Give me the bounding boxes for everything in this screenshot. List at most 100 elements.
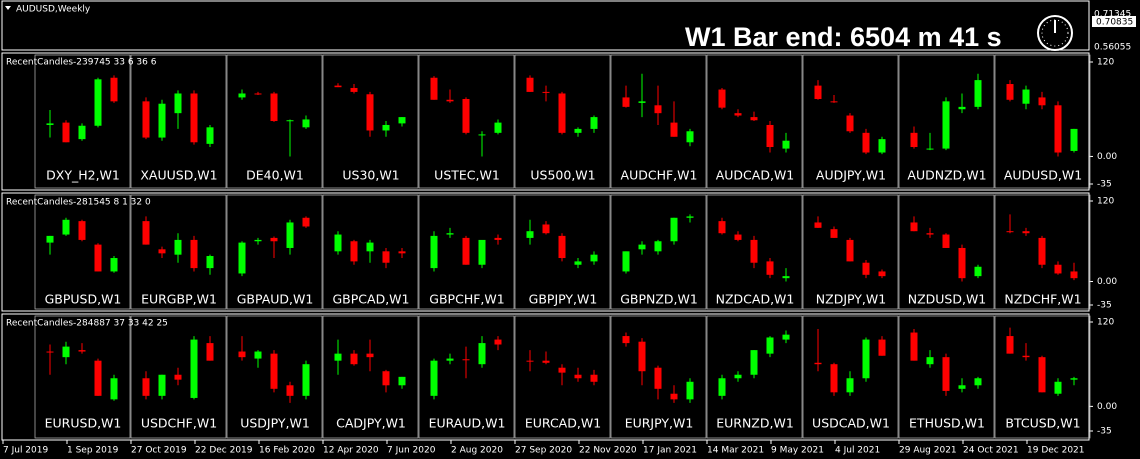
time-label: 2 Aug 2020	[451, 446, 503, 456]
candle-body	[558, 235, 566, 259]
candle-body	[670, 217, 678, 242]
panel	[34, 315, 131, 439]
candle-body	[862, 262, 870, 275]
panel	[130, 315, 227, 439]
candle-body	[638, 341, 646, 372]
candle-body	[46, 123, 54, 125]
candle-body	[974, 378, 982, 386]
panel	[226, 315, 323, 439]
time-label: 19 Dec 2021	[1027, 446, 1085, 456]
candle-body	[910, 132, 918, 148]
candle-body	[350, 87, 358, 92]
symbol-label: GBPUSD,W1	[45, 292, 122, 307]
time-label: 29 Aug 2021	[899, 446, 957, 456]
panel	[514, 194, 611, 310]
candle-body	[286, 120, 294, 122]
candle-body	[382, 124, 390, 131]
symbol-label: CADJPY,W1	[336, 416, 406, 431]
time-label: 7 Jul 2019	[3, 446, 48, 456]
candle-body	[46, 235, 54, 243]
candle-body	[174, 93, 182, 114]
time-label: 27 Sep 2020	[515, 446, 572, 456]
candle-body	[558, 93, 566, 133]
candle-body	[1070, 378, 1078, 380]
candle-body	[94, 244, 102, 272]
panel	[418, 315, 515, 439]
panel	[226, 54, 323, 189]
candle-body	[622, 336, 630, 344]
subwindow	[1, 313, 1090, 441]
menu-arrow[interactable]	[5, 6, 11, 10]
candle-body	[270, 237, 278, 242]
candle-body	[62, 219, 70, 235]
candle-body	[286, 222, 294, 248]
candle-body	[478, 134, 486, 136]
candle-body	[542, 360, 550, 363]
candle-body	[334, 234, 342, 252]
panel	[994, 54, 1091, 189]
candle-body	[1054, 381, 1062, 394]
symbol-label: DE40,W1	[246, 168, 304, 183]
candle-body	[398, 376, 406, 386]
candle-body	[686, 131, 694, 143]
symbol-label: AUDUSD,W1	[1004, 168, 1082, 183]
panel	[322, 194, 419, 310]
candle-body	[1070, 271, 1078, 279]
candle-body	[1038, 237, 1046, 265]
candle-body	[334, 85, 342, 88]
candle-body	[958, 247, 966, 279]
candle-body	[46, 351, 54, 353]
candle-body	[734, 113, 742, 116]
candle-body	[910, 222, 918, 232]
candle-body	[910, 332, 918, 361]
candle-body	[462, 98, 470, 133]
candle-body	[430, 77, 438, 100]
clock-icon	[1037, 15, 1073, 51]
candle-body	[382, 251, 390, 263]
symbol-label: USDCAD,W1	[812, 416, 890, 431]
candle-body	[174, 374, 182, 380]
candle-body	[1022, 231, 1030, 234]
time-label: 27 Oct 2019	[131, 446, 187, 456]
scale-label: 0.00	[1097, 277, 1117, 287]
candle-body	[190, 339, 198, 398]
symbol-label: EURNZD,W1	[716, 416, 794, 431]
candle-body	[110, 77, 118, 102]
candle-body	[846, 378, 854, 393]
panel	[898, 315, 995, 439]
symbol-label: NZDCHF,W1	[1004, 292, 1081, 307]
panel	[226, 194, 323, 310]
candle-body	[1006, 84, 1014, 100]
panel	[898, 54, 995, 189]
candle-body	[1006, 231, 1014, 233]
candle-body	[782, 140, 790, 149]
candle-body	[862, 132, 870, 153]
scale-label: 120	[1097, 58, 1114, 68]
candle-body	[270, 353, 278, 389]
symbol-label: EURCAD,W1	[525, 416, 601, 431]
price-label: 0.56055	[1094, 43, 1131, 53]
symbol-label: ETHUSD,W1	[909, 416, 985, 431]
candle-body	[878, 271, 886, 277]
candle-body	[622, 97, 630, 107]
candle-body	[654, 367, 662, 389]
candle-body	[830, 364, 838, 393]
candle-body	[142, 378, 150, 396]
candle-body	[734, 234, 742, 240]
candle-body	[718, 378, 726, 396]
scale-label: -35	[1097, 427, 1112, 437]
symbol-label: GBPJPY,W1	[529, 292, 598, 307]
time-label: 17 Jan 2021	[643, 446, 697, 456]
candle-body	[190, 239, 198, 269]
candle-body	[974, 266, 982, 277]
candle-body	[366, 353, 374, 358]
candle-body	[542, 91, 550, 93]
candle-body	[526, 77, 534, 92]
scale-label: 120	[1097, 197, 1114, 207]
panel	[322, 54, 419, 189]
indicator-label: RecentCandles-239745 33 6 36 6	[6, 58, 157, 68]
candle-body	[830, 229, 838, 238]
candle-body	[958, 385, 966, 389]
candle-body	[478, 239, 486, 265]
candle-body	[206, 127, 214, 144]
